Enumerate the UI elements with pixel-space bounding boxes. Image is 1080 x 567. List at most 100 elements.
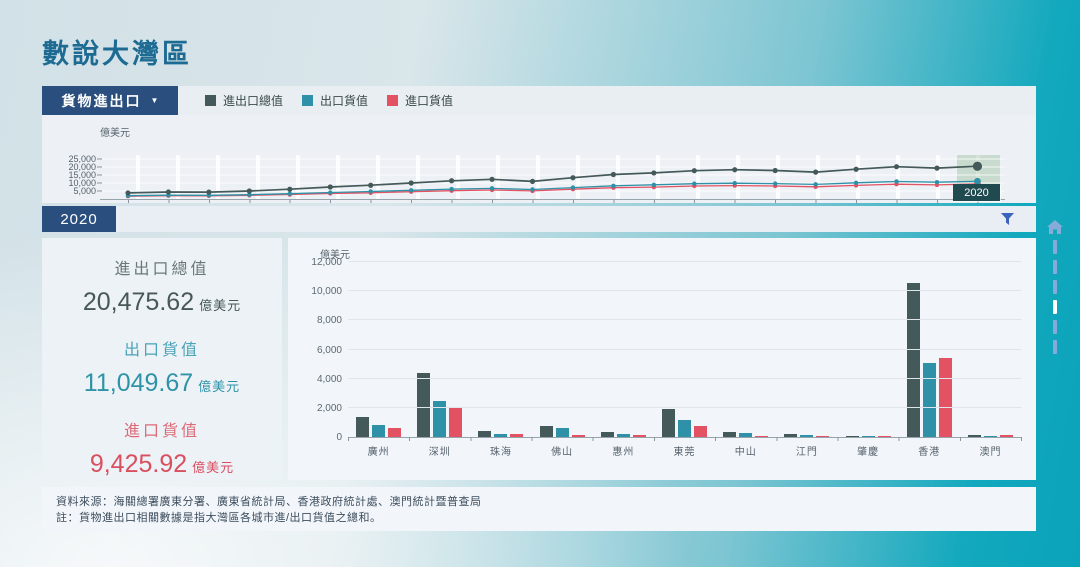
bar-chart-category-label: 香港 xyxy=(918,447,941,458)
bar-chart-category-label: 佛山 xyxy=(551,447,574,458)
bar-chart-gridline xyxy=(348,261,1021,262)
legend-item[interactable]: 進出口總值 xyxy=(205,92,283,109)
bar[interactable] xyxy=(694,425,708,437)
bar[interactable] xyxy=(494,433,508,437)
bar[interactable] xyxy=(478,431,492,437)
stat-label: 進出口總值 xyxy=(114,261,210,278)
filter-icon[interactable] xyxy=(1001,213,1014,225)
bar-chart-category-label: 澳門 xyxy=(979,447,1002,458)
timeline-unit-label: 億美元 xyxy=(100,128,130,139)
legend-label: 進口貨值 xyxy=(405,94,454,108)
bar-group xyxy=(838,262,899,437)
bar-chart-category-label: 肇慶 xyxy=(857,447,880,458)
bar[interactable] xyxy=(678,419,692,437)
stat-value: 20,475.62 億美元 xyxy=(82,288,242,316)
timeline-year-tooltip: 2020 xyxy=(953,184,1000,201)
home-icon[interactable] xyxy=(1047,220,1063,234)
bar-chart-y-tick-label: 2,000 xyxy=(316,402,342,414)
bar[interactable] xyxy=(755,436,769,437)
footnote-text: 註：貨物進出口相關數據是指大灣區各城市進/出口貨值之總和。 xyxy=(56,512,382,524)
bar-chart-gridline xyxy=(348,348,1021,350)
bar-group xyxy=(776,262,837,437)
side-nav-section-dash[interactable] xyxy=(1053,260,1057,274)
chevron-down-icon: ▼ xyxy=(150,96,159,105)
bar-chart-categories: 廣州 深圳 珠海 佛山 惠州 東莞 中山 江門 肇慶 香港 澳門 xyxy=(348,443,1021,458)
side-nav-section-dash[interactable] xyxy=(1053,240,1057,254)
bar[interactable] xyxy=(967,435,981,437)
bar[interactable] xyxy=(938,357,952,437)
bar-group xyxy=(715,262,776,437)
bar[interactable] xyxy=(356,416,370,437)
stat-label: 進口貨值 xyxy=(123,423,200,440)
bar-chart-category-label: 江門 xyxy=(795,447,818,458)
legend-item[interactable]: 進口貨值 xyxy=(387,92,453,109)
bar[interactable] xyxy=(784,433,798,437)
timeline-y-tick-label: 20,000 xyxy=(68,162,96,172)
bar-chart-category-label: 惠州 xyxy=(612,447,635,458)
bar[interactable] xyxy=(555,428,569,437)
bar[interactable] xyxy=(539,426,553,437)
bar[interactable] xyxy=(983,436,997,437)
bar[interactable] xyxy=(433,401,447,437)
side-nav xyxy=(1046,220,1064,360)
bar-chart-unit-label: 億美元 xyxy=(320,250,350,261)
bar[interactable] xyxy=(877,436,891,437)
bar-groups xyxy=(348,262,1021,437)
bar-chart-plot: 0 2,000 4,000 6,000 8,000 10,000 12,000 xyxy=(311,257,1022,443)
side-nav-dashes xyxy=(1053,240,1057,360)
side-nav-section-dash[interactable] xyxy=(1053,320,1057,334)
timeline-chart-panel[interactable]: 億美元 5,000 10,000 15,000 20,000 25,000 2020 xyxy=(42,115,1036,203)
bar-group xyxy=(593,262,654,437)
source-note-panel: 資料來源：海關總署廣東分署、廣東省統計局、香港政府統計處、澳門統計暨普查局 註：… xyxy=(42,487,1036,531)
bar[interactable] xyxy=(571,434,585,437)
stat-unit: 億美元 xyxy=(199,298,242,313)
stat-unit: 億美元 xyxy=(198,379,241,394)
bar-chart-category-label: 中山 xyxy=(734,447,757,458)
bar-group xyxy=(470,262,531,437)
bar-chart-y-tick-label: 10,000 xyxy=(311,286,342,298)
side-nav-section-dash[interactable] xyxy=(1053,300,1057,314)
bar[interactable] xyxy=(600,431,614,437)
stat-unit: 億美元 xyxy=(192,460,235,475)
bar-chart-y-tick-label: 4,000 xyxy=(316,373,342,385)
bar[interactable] xyxy=(906,282,920,437)
bar-group xyxy=(409,262,470,437)
bar[interactable] xyxy=(800,434,814,437)
bar[interactable] xyxy=(845,436,859,437)
bar-chart-x-ticks xyxy=(348,437,1022,441)
bar-chart-panel[interactable]: 億美元 0 2,000 4,000 6,000 8,000 10,000 12,000 廣州… xyxy=(288,238,1036,480)
bar[interactable] xyxy=(723,432,737,437)
legend-swatch-icon xyxy=(302,95,314,106)
side-nav-section-dash[interactable] xyxy=(1053,280,1057,294)
bar[interactable] xyxy=(922,363,936,437)
bar[interactable] xyxy=(861,436,875,437)
bar[interactable] xyxy=(417,372,431,437)
bar[interactable] xyxy=(510,434,524,437)
bar-group xyxy=(532,262,593,437)
bar-chart-gridline xyxy=(348,406,1021,408)
side-nav-section-dash[interactable] xyxy=(1053,340,1057,354)
bar[interactable] xyxy=(662,408,676,437)
bar[interactable] xyxy=(449,408,463,437)
category-dropdown[interactable]: 貨物進出口 ▼ xyxy=(42,86,178,115)
bar-chart-y-tick-label: 12,000 xyxy=(311,257,342,268)
timeline-y-tick-label: 25,000 xyxy=(68,154,96,164)
bar[interactable] xyxy=(739,433,753,437)
timeline-y-tick-label: 15,000 xyxy=(68,170,96,180)
bar-chart-gridline xyxy=(348,319,1021,321)
category-dropdown-label: 貨物進出口 xyxy=(61,92,142,109)
legend-bar: 進出口總值 出口貨值 進口貨值 xyxy=(178,86,1036,115)
bar[interactable] xyxy=(816,436,830,437)
bar[interactable] xyxy=(999,435,1013,437)
bar-chart-y-tick-label: 0 xyxy=(336,432,342,443)
bar[interactable] xyxy=(372,425,386,437)
bar-group xyxy=(960,262,1021,437)
bar[interactable] xyxy=(632,435,646,437)
selected-year-chip: 2020 xyxy=(42,206,116,232)
legend-item[interactable]: 出口貨值 xyxy=(302,92,368,109)
legend-label: 進出口總值 xyxy=(223,94,284,108)
bar[interactable] xyxy=(616,433,630,437)
bar[interactable] xyxy=(388,428,402,437)
legend-swatch-icon xyxy=(387,95,399,106)
